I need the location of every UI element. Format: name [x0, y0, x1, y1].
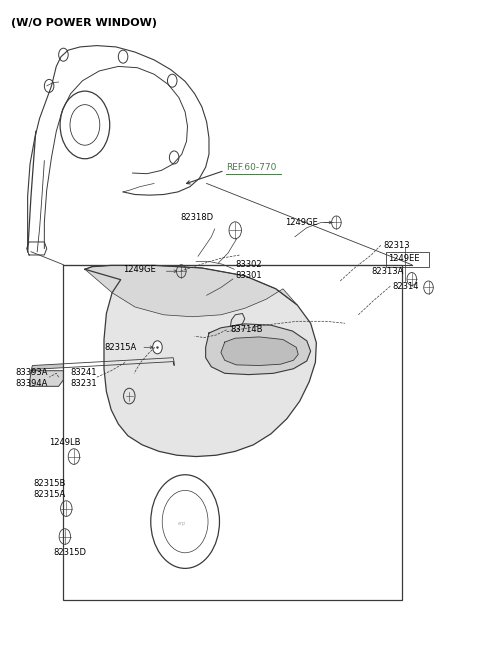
Text: 83301: 83301: [235, 271, 262, 280]
Bar: [63, 264, 402, 599]
Text: 82313A: 82313A: [371, 266, 404, 276]
Text: 82315A: 82315A: [34, 490, 66, 500]
Polygon shape: [205, 324, 311, 375]
Text: 83394A: 83394A: [16, 379, 48, 388]
Polygon shape: [221, 337, 298, 366]
Polygon shape: [85, 265, 297, 317]
Text: 1249EE: 1249EE: [388, 254, 420, 263]
Text: (W/O POWER WINDOW): (W/O POWER WINDOW): [11, 18, 157, 27]
Text: 83302: 83302: [235, 261, 262, 269]
Circle shape: [153, 341, 162, 354]
Text: 83231: 83231: [71, 379, 97, 388]
Text: 83714B: 83714B: [230, 325, 263, 334]
Text: 83393A: 83393A: [16, 368, 48, 377]
Text: 82315A: 82315A: [104, 343, 136, 352]
Text: 82313: 82313: [383, 241, 410, 249]
Polygon shape: [30, 371, 63, 387]
Text: 82315D: 82315D: [53, 549, 86, 557]
Text: 82314: 82314: [393, 281, 419, 291]
Polygon shape: [85, 265, 316, 456]
Text: REF.60-770: REF.60-770: [226, 163, 276, 172]
Text: 82318D: 82318D: [180, 213, 214, 222]
Text: 82315B: 82315B: [34, 479, 66, 488]
Text: 1249LB: 1249LB: [49, 438, 81, 447]
Polygon shape: [31, 358, 174, 374]
Text: 1249GE: 1249GE: [123, 264, 156, 274]
Text: erp: erp: [178, 521, 186, 526]
Text: 1249GE: 1249GE: [285, 218, 318, 227]
Bar: [385, 252, 429, 266]
Text: 83241: 83241: [71, 368, 97, 377]
